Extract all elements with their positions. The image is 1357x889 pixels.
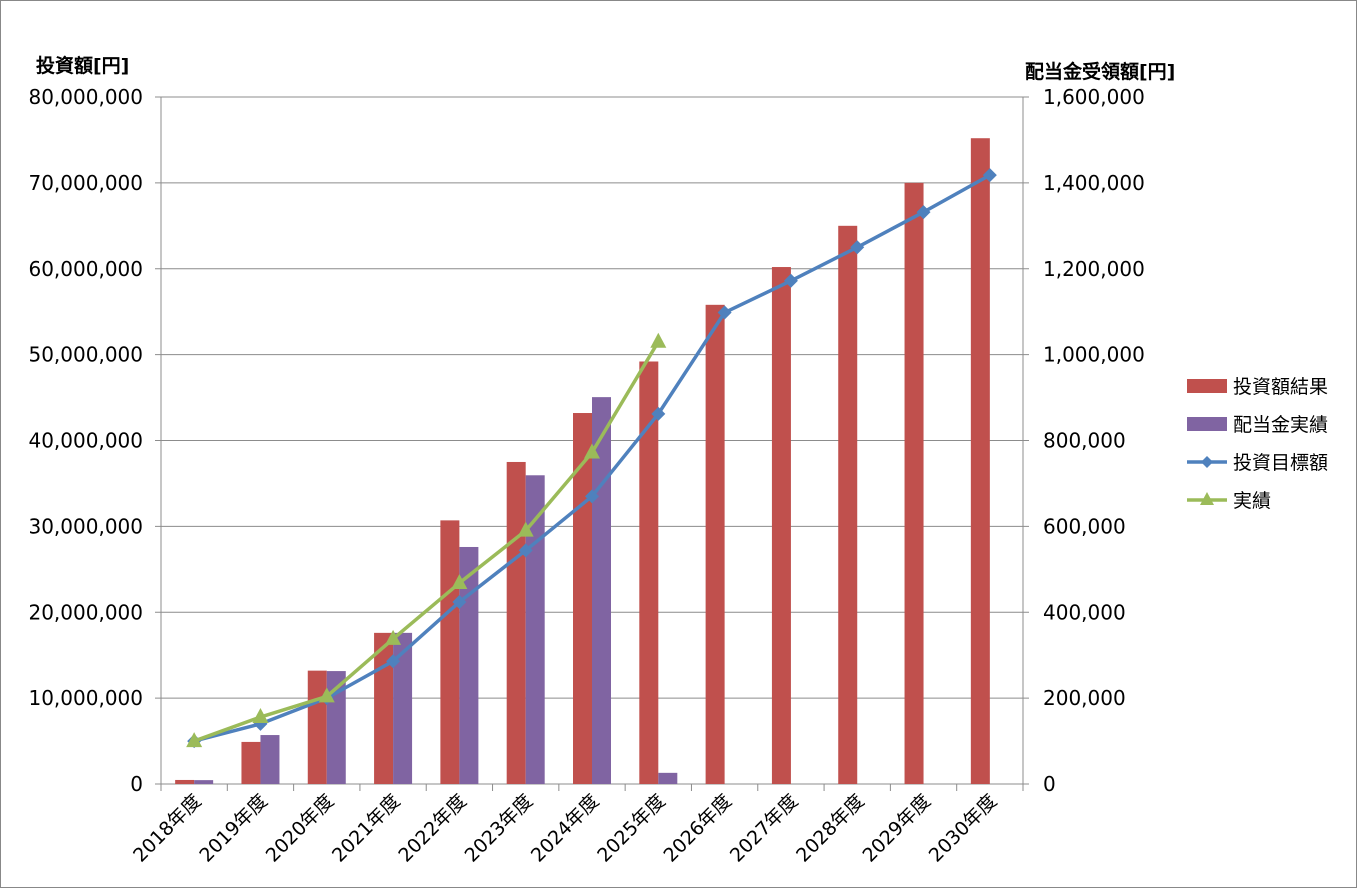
x-tick-label: 2020年度 — [262, 790, 339, 867]
legend-label: 投資額結果 — [1233, 376, 1328, 398]
x-tick-label: 2024年度 — [527, 790, 604, 867]
bar-配当金実績 — [260, 735, 280, 784]
x-tick-label: 2022年度 — [394, 790, 471, 867]
x-tick-label: 2029年度 — [858, 790, 935, 867]
bar-投資額結果 — [970, 138, 990, 785]
left-tick-label: 20,000,000 — [28, 600, 143, 624]
right-tick-label: 1,400,000 — [1043, 171, 1145, 195]
bar-配当金実績 — [393, 632, 413, 784]
legend-label: 投資目標額 — [1233, 452, 1328, 474]
x-tick-label: 2021年度 — [328, 790, 405, 867]
left-tick-label: 50,000,000 — [28, 343, 143, 367]
right-axis-title: 配当金受領額[円] — [1025, 61, 1176, 83]
x-tick-label: 2023年度 — [461, 790, 538, 867]
right-tick-label: 1,600,000 — [1043, 85, 1145, 109]
legend-label: 配当金実績 — [1233, 414, 1328, 436]
x-tick-label: 2025年度 — [593, 790, 670, 867]
diamond-marker — [386, 654, 401, 669]
bar-配当金実績 — [459, 546, 479, 784]
diamond-marker — [518, 543, 533, 558]
triangle-marker — [584, 443, 600, 459]
legend-swatch — [1187, 417, 1227, 431]
left-tick-label: 40,000,000 — [28, 429, 143, 453]
bar-配当金実績 — [194, 780, 214, 784]
bar-投資額結果 — [241, 741, 261, 784]
x-tick-label: 2019年度 — [195, 790, 272, 867]
diamond-marker — [982, 168, 997, 183]
x-tick-label: 2028年度 — [792, 790, 869, 867]
diamond-marker — [916, 205, 931, 220]
bar-投資額結果 — [838, 225, 858, 784]
left-tick-label: 80,000,000 — [28, 85, 143, 109]
bar-投資額結果 — [771, 267, 791, 785]
diamond-marker — [783, 273, 798, 288]
right-tick-label: 0 — [1043, 772, 1056, 796]
right-tick-label: 200,000 — [1043, 686, 1126, 710]
legend-swatch — [1187, 379, 1227, 393]
right-tick-label: 1,000,000 — [1043, 343, 1145, 367]
triangle-marker — [186, 732, 203, 748]
x-tick-label: 2030年度 — [925, 790, 1002, 867]
bar-投資額結果 — [573, 413, 592, 784]
right-tick-label: 1,200,000 — [1043, 257, 1145, 281]
bar-配当金実績 — [658, 772, 678, 784]
triangle-marker — [451, 574, 468, 590]
triangle-marker — [517, 521, 534, 537]
triangle-marker — [318, 687, 335, 703]
diamond-marker — [651, 406, 666, 421]
triangle-marker — [385, 629, 402, 645]
bar-配当金実績 — [592, 397, 611, 784]
right-tick-label: 400,000 — [1043, 600, 1126, 624]
bar-投資額結果 — [639, 361, 659, 784]
x-tick-label: 2027年度 — [726, 790, 803, 867]
left-tick-label: 70,000,000 — [28, 171, 143, 195]
legend-triangle-icon — [1200, 492, 1214, 505]
diamond-marker — [452, 594, 467, 609]
left-tick-label: 10,000,000 — [28, 686, 143, 710]
bar-投資額結果 — [705, 304, 725, 784]
diamond-marker — [585, 489, 599, 504]
left-tick-label: 60,000,000 — [28, 257, 143, 281]
x-tick-label: 2018年度 — [129, 790, 206, 867]
bar-投資額結果 — [307, 670, 327, 784]
line-実績 — [193, 340, 660, 743]
bar-投資額結果 — [440, 520, 460, 784]
left-tick-label: 30,000,000 — [28, 514, 143, 538]
left-tick-label: 0 — [130, 772, 143, 796]
bar-投資額結果 — [175, 779, 195, 784]
bar-投資額結果 — [374, 632, 394, 784]
right-tick-label: 600,000 — [1043, 514, 1126, 538]
diamond-marker — [850, 240, 865, 255]
diamond-marker — [717, 305, 732, 320]
triangle-marker — [252, 708, 269, 724]
legend-diamond-icon — [1201, 456, 1213, 468]
legend-label: 実績 — [1233, 490, 1271, 512]
right-tick-label: 800,000 — [1043, 429, 1126, 453]
x-tick-label: 2026年度 — [660, 790, 737, 867]
triangle-marker — [650, 332, 667, 348]
bar-投資額結果 — [904, 182, 924, 784]
left-axis-title: 投資額[円] — [36, 55, 130, 77]
bar-投資額結果 — [506, 461, 526, 784]
